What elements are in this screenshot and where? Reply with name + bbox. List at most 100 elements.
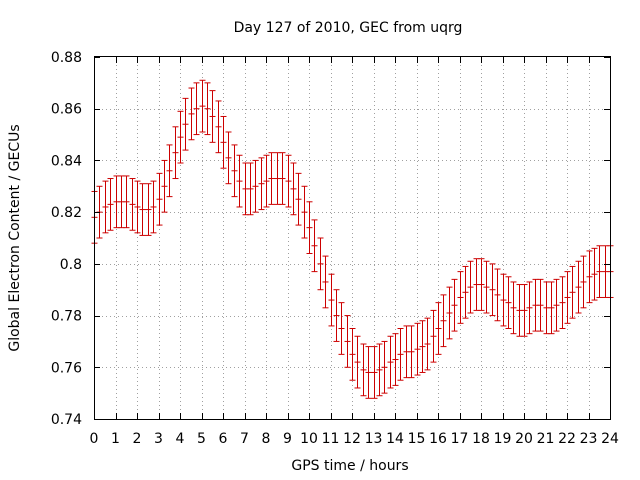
data-point xyxy=(349,328,356,381)
chart-title: Day 127 of 2010, GEC from uqrg xyxy=(234,20,463,36)
data-point xyxy=(193,82,200,136)
data-point xyxy=(457,271,464,324)
x-tick-label: 12 xyxy=(343,431,361,447)
data-point xyxy=(500,273,507,327)
data-point xyxy=(295,172,302,226)
data-point xyxy=(333,289,340,342)
data-point xyxy=(548,281,555,335)
data-point xyxy=(311,219,318,273)
y-tick-label: 0.78 xyxy=(51,309,82,325)
data-point xyxy=(123,175,130,229)
x-tick-label: 4 xyxy=(176,431,185,447)
data-point xyxy=(344,315,351,368)
x-tick-label: 11 xyxy=(322,431,340,447)
data-point xyxy=(521,284,528,337)
data-point xyxy=(591,247,598,301)
data-point xyxy=(209,90,216,143)
data-point xyxy=(360,343,367,397)
data-point xyxy=(301,185,308,239)
x-tick-label: 22 xyxy=(558,431,576,447)
data-point xyxy=(322,255,329,309)
data-point xyxy=(440,294,447,348)
data-point xyxy=(279,152,286,205)
data-point xyxy=(451,278,458,332)
x-tick-label: 6 xyxy=(219,431,228,447)
data-point xyxy=(182,97,189,151)
y-tick-label: 0.88 xyxy=(51,50,82,66)
y-tick-label: 0.82 xyxy=(51,205,82,221)
data-point xyxy=(236,154,243,208)
x-tick-label: 20 xyxy=(515,431,533,447)
x-tick-label: 7 xyxy=(240,431,249,447)
data-point xyxy=(376,343,383,397)
data-point xyxy=(306,201,313,255)
data-point xyxy=(365,346,372,399)
data-point xyxy=(559,276,566,329)
data-point xyxy=(215,100,222,154)
x-tick-label: 18 xyxy=(472,431,490,447)
data-point xyxy=(161,159,168,213)
data-point xyxy=(462,265,469,319)
data-point xyxy=(483,260,490,314)
data-point xyxy=(397,328,404,381)
data-point xyxy=(596,245,603,298)
data-point xyxy=(387,335,394,389)
data-point xyxy=(102,180,109,234)
data-point xyxy=(290,162,297,216)
data-point xyxy=(204,82,211,136)
data-point xyxy=(564,271,571,324)
axis-ticks: 0 1 2 3 4 5 6 7 8 9 10 11 12 13 14 15 16 17 18 19 20 21 22 23 24… xyxy=(51,50,619,447)
data-point xyxy=(252,159,259,213)
data-point xyxy=(569,265,576,319)
data-point xyxy=(338,302,345,355)
data-point xyxy=(285,154,292,208)
data-point xyxy=(586,250,593,304)
data-point xyxy=(150,180,157,234)
x-tick-label: 2 xyxy=(133,431,142,447)
y-tick-label: 0.84 xyxy=(51,153,82,169)
data-point xyxy=(268,152,275,205)
data-point xyxy=(225,131,232,185)
data-point xyxy=(220,115,227,169)
data-point xyxy=(414,322,421,376)
data-point xyxy=(172,126,179,180)
data-point xyxy=(580,255,587,309)
x-tick-label: 21 xyxy=(537,431,555,447)
data-point xyxy=(107,178,114,231)
x-tick-label: 19 xyxy=(494,431,512,447)
data-point xyxy=(145,183,152,236)
data-point xyxy=(129,178,136,231)
data-point xyxy=(419,320,426,373)
data-point xyxy=(553,278,560,332)
data-point xyxy=(526,281,533,335)
data-point xyxy=(166,144,173,198)
data-point xyxy=(156,172,163,226)
data-point xyxy=(134,180,141,234)
data-point xyxy=(258,157,265,211)
data-point xyxy=(328,273,335,327)
x-tick-label: 5 xyxy=(197,431,206,447)
data-point xyxy=(392,333,399,386)
data-point xyxy=(317,237,324,291)
x-tick-label: 0 xyxy=(90,431,99,447)
data-point xyxy=(435,302,442,355)
plot-frame xyxy=(94,56,611,420)
data-point xyxy=(188,87,195,141)
y-tick-label: 0.74 xyxy=(51,412,82,428)
y-tick-label: 0.76 xyxy=(51,360,82,376)
data-point xyxy=(537,278,544,332)
x-tick-label: 23 xyxy=(580,431,598,447)
y-axis-label: Global Electron Content / GECUs xyxy=(7,124,23,351)
x-tick-label: 15 xyxy=(408,431,426,447)
data-point xyxy=(371,346,378,399)
x-tick-label: 3 xyxy=(154,431,163,447)
data-point xyxy=(381,340,388,394)
y-tick-label: 0.86 xyxy=(51,102,82,118)
x-tick-label: 1 xyxy=(111,431,120,447)
data-point xyxy=(424,317,431,371)
data-point xyxy=(263,154,270,208)
data-point xyxy=(139,183,146,236)
data-point xyxy=(467,260,474,314)
data-point xyxy=(354,335,361,389)
y-tick-label: 0.8 xyxy=(60,257,82,273)
